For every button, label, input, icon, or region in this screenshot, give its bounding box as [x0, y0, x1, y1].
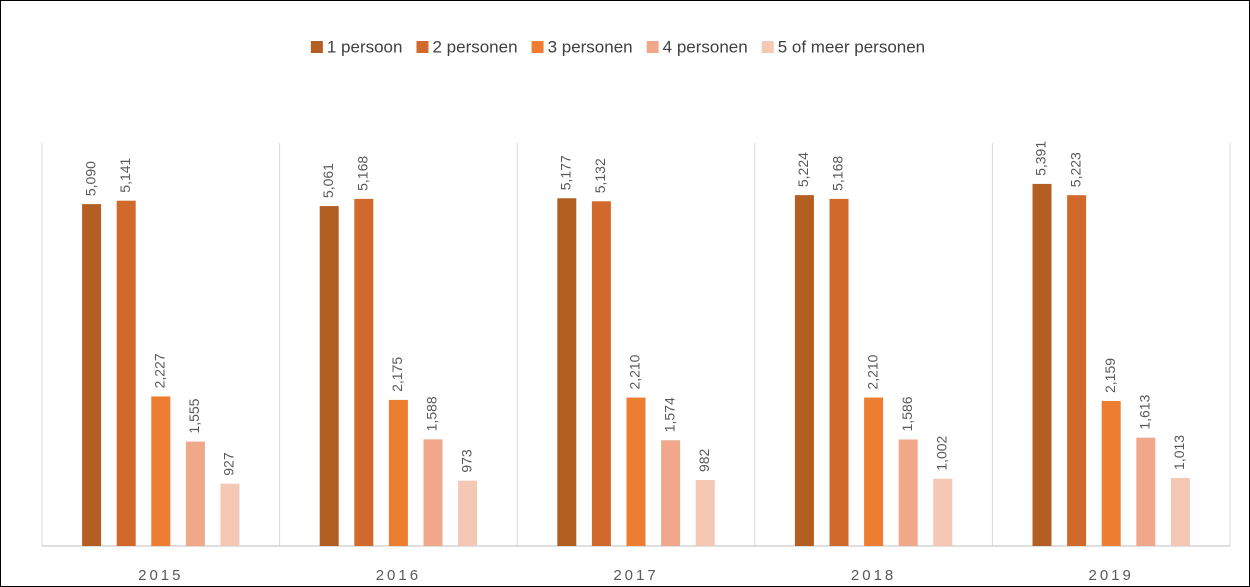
legend-swatch: [646, 41, 659, 53]
legend-item: 3 personen: [531, 37, 633, 56]
data-label: 1,574: [661, 397, 677, 432]
data-label: 1,588: [424, 396, 440, 431]
data-label: 5,061: [320, 163, 336, 198]
bar: [1136, 437, 1156, 546]
data-label: 1,613: [1137, 394, 1153, 429]
legend-swatch: [531, 41, 544, 53]
bar: [1170, 477, 1190, 546]
legend-item: 2 personen: [416, 37, 518, 56]
bar: [388, 399, 408, 546]
data-label: 2,159: [1102, 358, 1118, 393]
bar: [354, 198, 374, 546]
bar: [458, 480, 478, 546]
data-label: 5,177: [558, 155, 574, 190]
x-tick-label: 2018: [851, 567, 896, 584]
bar: [864, 397, 884, 546]
legend-label: 4 personen: [663, 37, 748, 56]
bar: [695, 480, 715, 546]
bar: [319, 206, 339, 546]
data-label: 5,090: [82, 161, 98, 196]
bar: [82, 204, 102, 546]
bar: [185, 441, 205, 546]
bar: [1032, 183, 1052, 547]
legend-swatch: [310, 41, 323, 53]
data-label: 5,391: [1033, 141, 1049, 176]
bar: [1101, 400, 1121, 546]
bar: [626, 397, 646, 546]
data-label: 5,224: [795, 152, 811, 187]
legend-item: 5 of meer personen: [761, 37, 925, 56]
data-label: 5,168: [830, 156, 846, 191]
bar: [220, 483, 240, 546]
legend-item: 1 persoon: [310, 37, 403, 56]
data-label: 1,586: [899, 396, 915, 431]
bar: [829, 198, 849, 546]
legend-label: 1 persoon: [327, 37, 403, 56]
data-label: 5,132: [592, 158, 608, 193]
bar: [116, 200, 136, 546]
data-label: 1,555: [186, 398, 202, 433]
data-label: 1,002: [934, 435, 950, 470]
legend-label: 3 personen: [548, 37, 633, 56]
legend-label: 5 of meer personen: [778, 37, 925, 56]
data-label: 1,013: [1171, 435, 1187, 470]
x-tick-label: 2016: [376, 567, 421, 584]
legend-label: 2 personen: [432, 37, 517, 56]
x-tick-label: 2019: [1089, 567, 1134, 584]
bar: [591, 201, 611, 546]
bar: [423, 439, 443, 546]
data-label: 2,210: [864, 354, 880, 389]
data-label: 5,141: [117, 157, 133, 192]
bar: [933, 478, 953, 546]
legend: 1 persoon 2 personen 3 personen 4 personen 5…: [310, 37, 925, 56]
bar: [794, 195, 814, 546]
data-label: 973: [458, 449, 474, 473]
data-label: 2,210: [627, 354, 643, 389]
data-label: 927: [221, 452, 237, 476]
x-tick-label: 2015: [138, 567, 183, 584]
legend-swatch: [761, 41, 774, 53]
bar: [151, 396, 171, 546]
bar: [1067, 195, 1087, 546]
data-label: 2,227: [152, 353, 168, 388]
bar: [661, 440, 681, 546]
data-label: 5,168: [355, 156, 371, 191]
bar: [557, 198, 577, 546]
data-label: 5,223: [1067, 152, 1083, 187]
data-label: 2,175: [389, 357, 405, 392]
data-label: 982: [696, 448, 712, 472]
legend-item: 4 personen: [646, 37, 748, 56]
x-tick-label: 2017: [613, 567, 658, 584]
legend-swatch: [416, 41, 429, 53]
bar: [898, 439, 918, 546]
